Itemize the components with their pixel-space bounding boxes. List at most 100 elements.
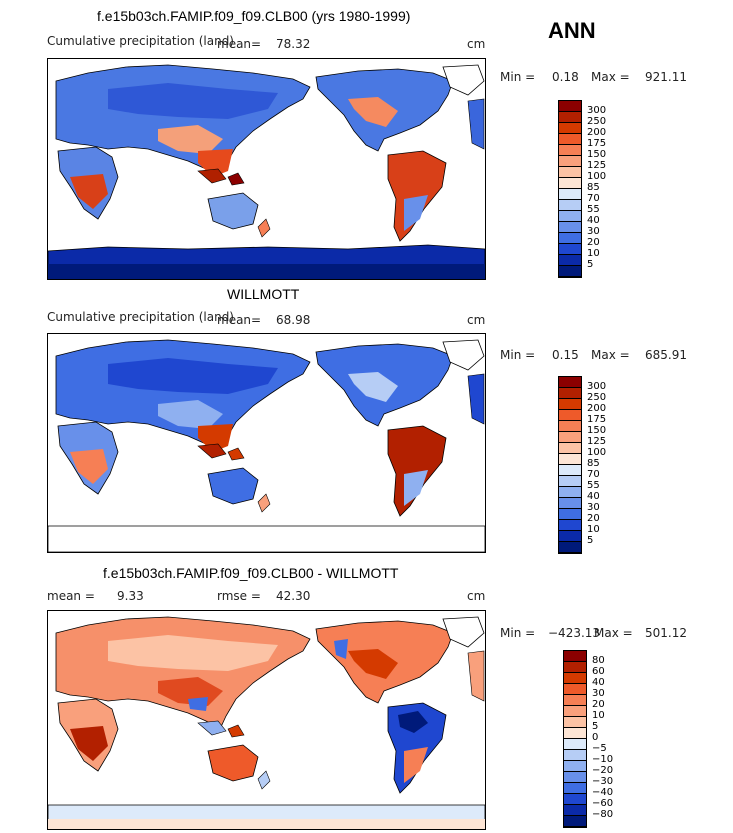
colorbar-swatch: [559, 145, 581, 156]
colorbar-swatch: [564, 739, 586, 750]
panel-2-title: WILLMOTT: [227, 286, 300, 302]
season-label: ANN: [548, 18, 596, 43]
colorbar-swatch: [559, 476, 581, 487]
colorbar-swatch: [564, 816, 586, 827]
colorbar-swatch: [559, 388, 581, 399]
colorbar-tick-label: 85: [587, 182, 600, 193]
panel-3-min-value: −423.13: [548, 626, 601, 640]
colorbar-swatch: [559, 134, 581, 145]
colorbar-swatch: [564, 783, 586, 794]
panel-1-max-label: Max =: [591, 70, 630, 84]
colorbar-tick-label: 300: [587, 105, 607, 116]
colorbar-swatch: [559, 222, 581, 233]
colorbar-tick-label: 125: [587, 160, 607, 171]
colorbar-tick-label: 70: [587, 193, 600, 204]
colorbar-swatch: [559, 233, 581, 244]
colorbar-swatch: [559, 498, 581, 509]
colorbar-tick-label: 250: [587, 392, 607, 403]
colorbar-tick-label: 250: [587, 116, 607, 127]
colorbar-swatch: [559, 531, 581, 542]
panel-2-map: [47, 333, 486, 553]
colorbar-swatch: [559, 200, 581, 211]
colorbar-tick-label: 200: [587, 127, 607, 138]
panel-3-max-label: Max =: [594, 626, 633, 640]
panel-3-title: f.e15b03ch.FAMIP.f09_f09.CLB00 - WILLMOT…: [103, 565, 399, 581]
panel-2-map-plot: [48, 339, 485, 552]
colorbar-swatch: [564, 651, 586, 662]
colorbar-swatch: [559, 454, 581, 465]
panel-1-title: f.e15b03ch.FAMIP.f09_f09.CLB00 (yrs 1980…: [97, 8, 411, 24]
colorbar-swatch: [559, 244, 581, 255]
colorbar-tick-label: 150: [587, 149, 607, 160]
panel-3-rmse-label: rmse =: [217, 589, 261, 603]
colorbar-swatch: [559, 465, 581, 476]
colorbar-swatch: [559, 167, 581, 178]
colorbar-swatch: [564, 805, 586, 816]
colorbar-tick-label: 125: [587, 436, 607, 447]
colorbar-tick-label: 5: [587, 259, 594, 270]
panel-1-min-value: 0.18: [552, 70, 579, 84]
colorbar-tick-label: 30: [587, 226, 600, 237]
colorbar-tick-label: −10: [592, 754, 614, 765]
colorbar-tick-label: 0: [592, 732, 599, 743]
panel-3-map-plot: [48, 616, 485, 829]
colorbar-tick-label: 40: [587, 491, 600, 502]
panel-1-min-label: Min =: [500, 70, 536, 84]
colorbar-swatch: [564, 706, 586, 717]
panel-2-mean-label: mean=: [217, 313, 262, 327]
colorbar-swatch: [559, 211, 581, 222]
colorbar-swatch: [559, 443, 581, 454]
colorbar-swatch: [559, 101, 581, 112]
colorbar-tick-label: 175: [587, 414, 607, 425]
colorbar-tick-label: 30: [592, 688, 605, 699]
colorbar-swatch: [559, 432, 581, 443]
colorbar-swatch: [559, 112, 581, 123]
colorbar-tick-label: 55: [587, 204, 600, 215]
colorbar-swatch: [559, 156, 581, 167]
colorbar-swatch: [564, 761, 586, 772]
panel-3-units: cm: [467, 589, 486, 603]
colorbar-swatch: [564, 750, 586, 761]
colorbar-tick-label: 100: [587, 171, 607, 182]
colorbar-tick-label: 10: [592, 710, 605, 721]
colorbar-tick-label: 175: [587, 138, 607, 149]
colorbar-tick-label: −20: [592, 765, 614, 776]
panel-3-min-label: Min =: [500, 626, 536, 640]
colorbar-swatch: [564, 695, 586, 706]
colorbar-swatch: [559, 255, 581, 266]
colorbar-tick-label: 60: [592, 666, 605, 677]
colorbar-tick-label: 5: [592, 721, 599, 732]
colorbar-tick-label: 30: [587, 502, 600, 513]
panel-3-map: [47, 610, 486, 830]
colorbar-swatch: [559, 399, 581, 410]
colorbar-tick-label: −5: [592, 743, 607, 754]
colorbar-swatch: [559, 509, 581, 520]
panel-2-variable-label: Cumulative precipitation (land): [47, 310, 234, 324]
panel-3-mean-label: mean =: [47, 589, 95, 603]
colorbar-swatch: [564, 717, 586, 728]
colorbar-tick-label: 80: [592, 655, 605, 666]
panel-3-mean-value: 9.33: [117, 589, 144, 603]
colorbar-swatch: [564, 772, 586, 783]
colorbar-tick-label: 85: [587, 458, 600, 469]
colorbar-tick-label: 20: [592, 699, 605, 710]
colorbar-swatch: [559, 421, 581, 432]
colorbar-tick-label: 40: [592, 677, 605, 688]
colorbar-tick-label: 150: [587, 425, 607, 436]
colorbar-swatch: [564, 684, 586, 695]
colorbar-swatch: [559, 123, 581, 134]
colorbar-swatch: [559, 178, 581, 189]
colorbar-tick-label: 20: [587, 513, 600, 524]
panel-2-units: cm: [467, 313, 486, 327]
panel-2-max-label: Max =: [591, 348, 630, 362]
colorbar-tick-label: −80: [592, 809, 614, 820]
colorbar-tick-label: 5: [587, 535, 594, 546]
panel-2-max-value: 685.91: [645, 348, 687, 362]
colorbar-tick-label: −60: [592, 798, 614, 809]
colorbar-tick-label: 40: [587, 215, 600, 226]
colorbar-swatch: [564, 662, 586, 673]
colorbar-tick-label: 10: [587, 248, 600, 259]
panel-1-mean-value: 78.32: [276, 37, 311, 51]
colorbar-tick-label: 300: [587, 381, 607, 392]
colorbar-swatch: [559, 189, 581, 200]
